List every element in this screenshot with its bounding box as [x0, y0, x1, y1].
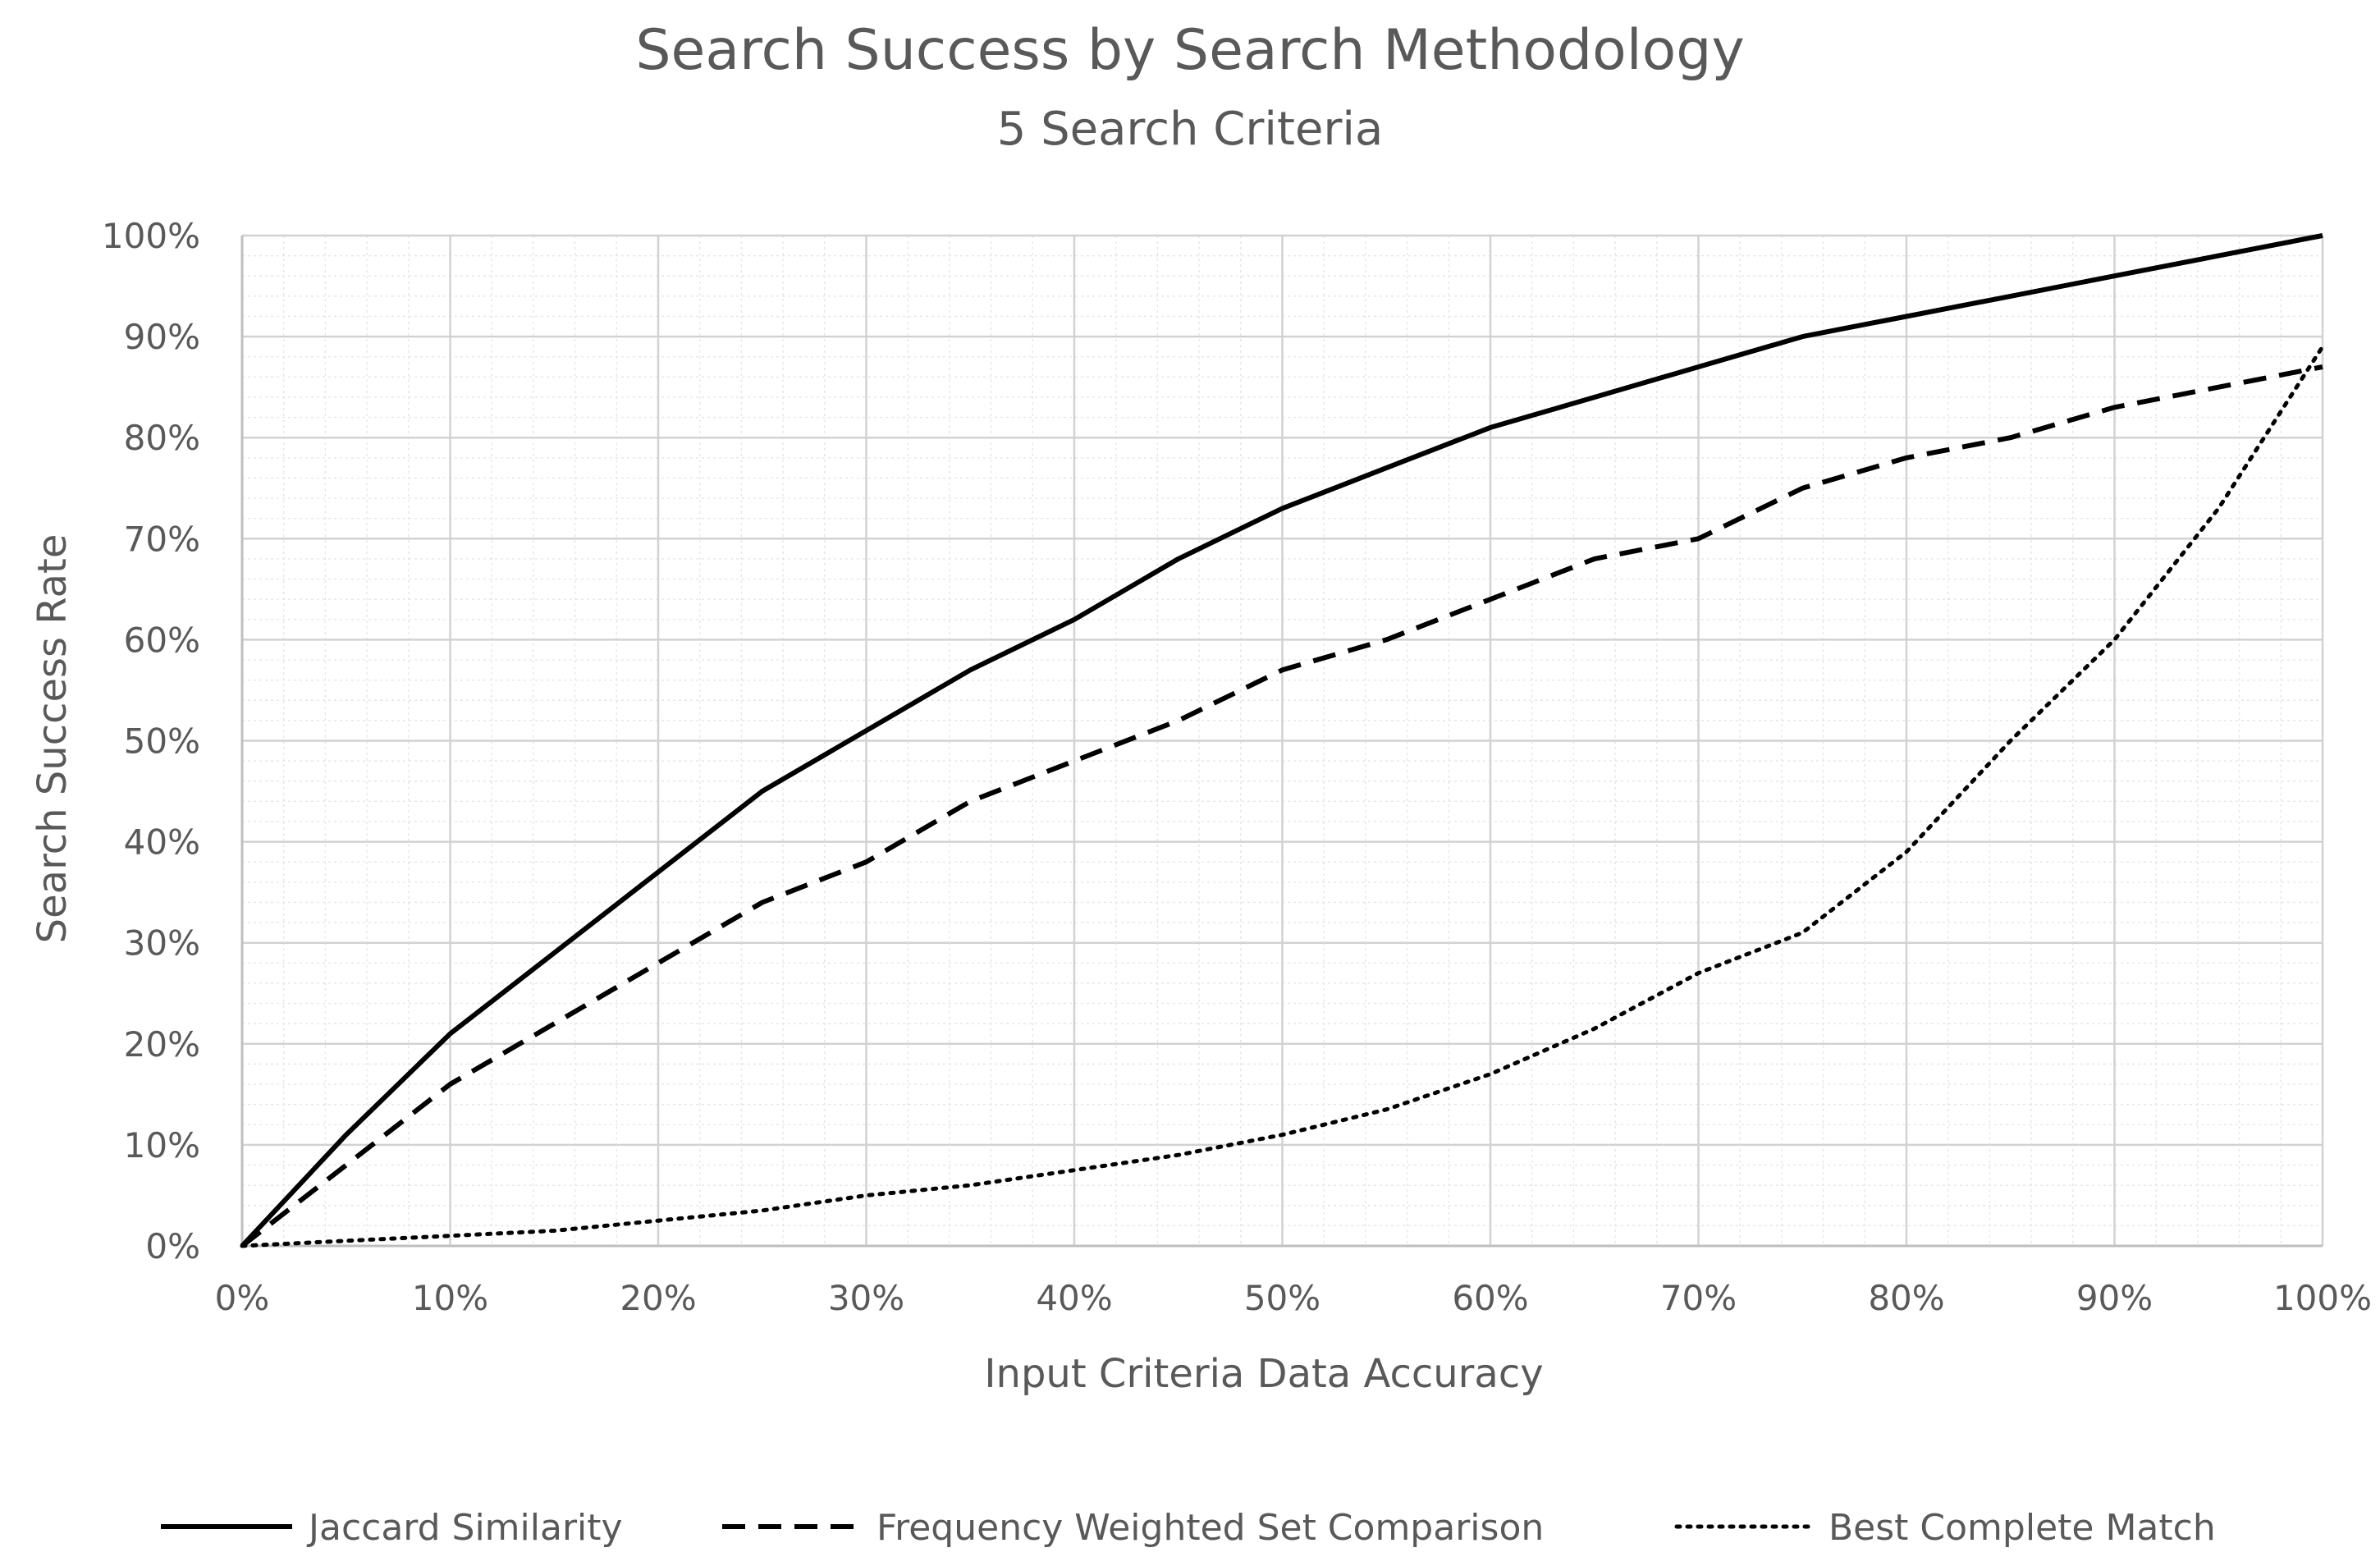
series-line [240, 233, 2323, 1248]
y-tick-label: 10% [124, 1125, 200, 1165]
x-axis-title: Input Criteria Data Accuracy [984, 1351, 1543, 1397]
y-tick-label: 30% [124, 923, 200, 964]
x-tick-label: 90% [2076, 1278, 2153, 1318]
series-group [240, 344, 2325, 1248]
y-tick-label: 70% [124, 519, 200, 559]
x-tick-label: 40% [1036, 1278, 1112, 1318]
y-tick-label: 0% [145, 1226, 200, 1266]
x-tick-label: 60% [1452, 1278, 1528, 1318]
y-tick-label: 60% [124, 620, 200, 660]
legend: Jaccard Similarity Frequency Weighted Set… [161, 1507, 2216, 1549]
x-tick-label: 70% [1660, 1278, 1737, 1318]
chart-title: Search Success by Search Methodology [635, 18, 1744, 83]
y-tick-label: 90% [124, 317, 200, 357]
series-group [240, 233, 2323, 1248]
gridlines [240, 234, 2324, 1248]
y-tick-label: 40% [124, 822, 200, 863]
y-axis-ticks: 0% 10% 20% 30% 40% 50% 60% 70% 80% 90% 100% [102, 216, 200, 1266]
legend-item: Jaccard Similarity [161, 1507, 623, 1549]
y-tick-label: 100% [102, 216, 200, 256]
legend-label: Frequency Weighted Set Comparison [876, 1507, 1544, 1549]
y-tick-label: 20% [124, 1024, 200, 1065]
x-tick-label: 80% [1868, 1278, 1944, 1318]
x-tick-label: 10% [412, 1278, 488, 1318]
x-tick-label: 20% [620, 1278, 696, 1318]
y-tick-label: 80% [124, 418, 200, 458]
y-axis-title: Search Success Rate [30, 534, 76, 944]
chart-subtitle: 5 Search Criteria [997, 103, 1384, 156]
x-tick-label: 100% [2273, 1278, 2372, 1318]
legend-item: Best Complete Match [1674, 1507, 2216, 1549]
x-tick-label: 50% [1244, 1278, 1320, 1318]
legend-item: Frequency Weighted Set Comparison [722, 1507, 1544, 1549]
legend-label: Jaccard Similarity [306, 1507, 623, 1549]
x-tick-label: 30% [828, 1278, 904, 1318]
series-line [240, 364, 2323, 1248]
series-group [240, 364, 2323, 1248]
series-lines [240, 233, 2325, 1248]
plot-axes [240, 236, 2323, 1248]
legend-label: Best Complete Match [1828, 1507, 2216, 1549]
x-axis-ticks: 0% 10% 20% 30% 40% 50% 60% 70% 80% 90% 100% [215, 1278, 2372, 1318]
series-line [240, 344, 2325, 1248]
y-tick-label: 50% [124, 721, 200, 762]
x-tick-label: 0% [215, 1278, 270, 1318]
